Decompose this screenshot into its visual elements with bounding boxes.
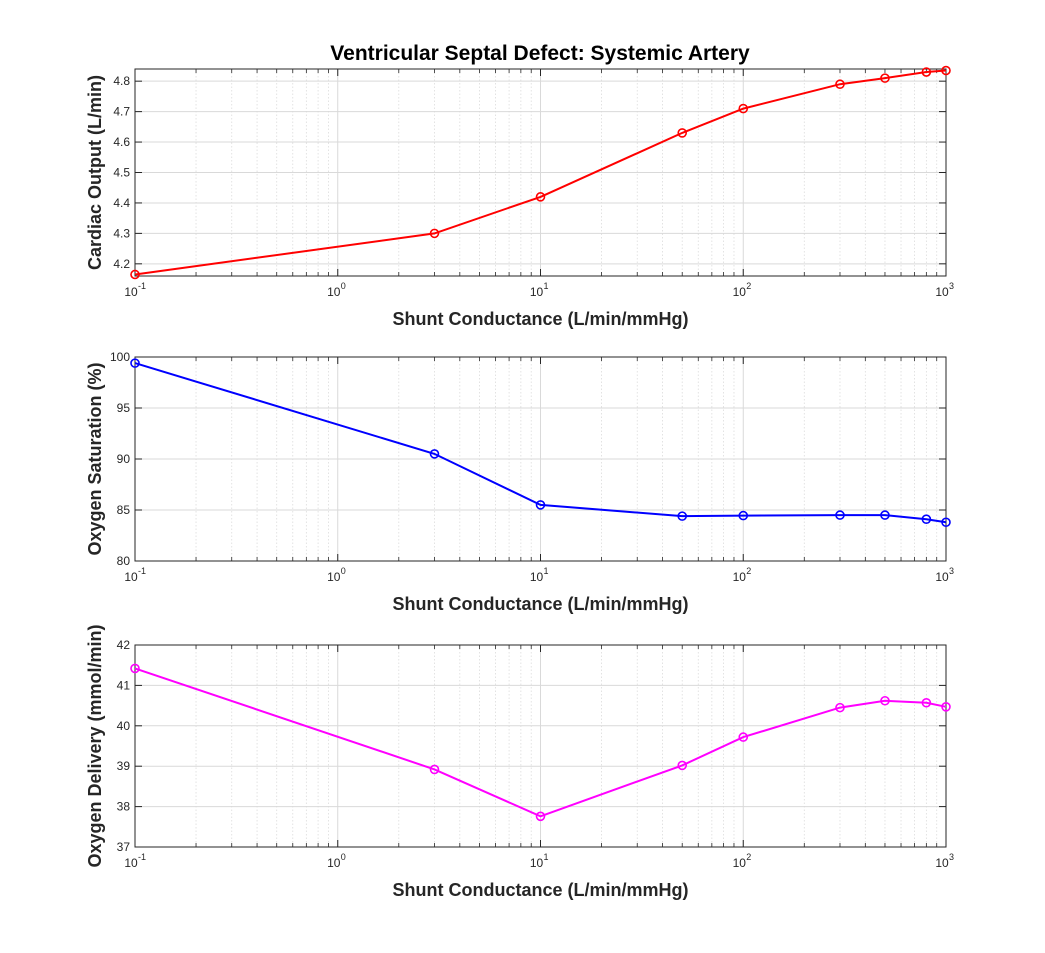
- y-tick-label: 4.2: [113, 257, 130, 271]
- x-tick-label: 10: [733, 570, 747, 584]
- data-point: [921, 697, 932, 708]
- data-point: [677, 760, 688, 771]
- minor-grid: [195, 69, 938, 276]
- y-tick-label: 40: [117, 719, 131, 733]
- series-line: [134, 69, 947, 276]
- data-point: [835, 510, 845, 520]
- x-tick-exponent: 2: [746, 281, 751, 291]
- figure-title: Ventricular Septal Defect: Systemic Arte…: [330, 42, 750, 65]
- y-axis-label: Oxygen Delivery (mmol/min): [85, 624, 105, 867]
- x-tick-exponent: 3: [949, 852, 954, 862]
- x-tick-label: 10: [124, 285, 138, 299]
- x-tick-exponent: 3: [949, 281, 954, 291]
- minor-grid: [195, 645, 938, 847]
- x-tick-label: 10: [935, 570, 949, 584]
- series-line: [134, 667, 947, 818]
- x-tick-exponent: -1: [138, 852, 146, 862]
- y-axis-label: Cardiac Output (L/min): [85, 75, 105, 270]
- data-point: [880, 695, 890, 706]
- data-point: [535, 811, 546, 822]
- y-tick-label: 4.4: [113, 196, 130, 210]
- panel-cardiac-output: 4.24.34.44.54.64.74.810 -1 10 0 10 1 10 2 10 3Shu…: [85, 65, 954, 329]
- x-tick-label: 10: [327, 570, 341, 584]
- data-point: [535, 192, 546, 202]
- x-tick-exponent: 3: [949, 566, 954, 576]
- x-axis: 10 -1 10 0 10 1 10 2 10 3: [124, 566, 954, 584]
- y-tick-label: 38: [117, 800, 131, 814]
- x-axis-label: Shunt Conductance (L/min/mmHg): [393, 880, 689, 900]
- x-tick-label: 10: [530, 570, 544, 584]
- data-point: [921, 67, 932, 77]
- x-tick-exponent: 0: [341, 852, 346, 862]
- data-point: [921, 514, 932, 524]
- series-line: [134, 362, 947, 524]
- data-point: [941, 702, 951, 712]
- x-tick-label: 10: [935, 856, 949, 870]
- y-tick-label: 4.3: [113, 226, 130, 240]
- data-point: [677, 511, 688, 521]
- y-axis: 4.2 4.3 4.4 4.5 4.6 4.7 4.8: [113, 74, 946, 271]
- data-point: [130, 269, 140, 280]
- x-tick-exponent: 2: [746, 566, 751, 576]
- y-tick-label: 4.6: [113, 135, 130, 149]
- data-point: [738, 103, 749, 114]
- x-tick-label: 10: [124, 856, 138, 870]
- axes-box: [134, 644, 947, 848]
- axes-box: [134, 356, 947, 562]
- data-point: [130, 663, 140, 674]
- data-point: [941, 65, 951, 76]
- x-tick-label: 10: [935, 285, 949, 299]
- data-point: [738, 510, 749, 521]
- x-tick-exponent: 1: [544, 281, 549, 291]
- data-point: [941, 517, 951, 528]
- x-tick-label: 10: [124, 570, 138, 584]
- data-point: [429, 764, 440, 775]
- data-point: [429, 449, 440, 459]
- y-tick-label: 90: [117, 452, 131, 466]
- x-tick-exponent: 0: [341, 566, 346, 576]
- data-point: [130, 358, 140, 368]
- y-tick-label: 95: [117, 401, 131, 415]
- x-tick-exponent: -1: [138, 281, 146, 291]
- x-axis: 10 -1 10 0 10 1 10 2 10 3: [124, 852, 954, 870]
- x-tick-exponent: 0: [341, 281, 346, 291]
- data-point: [677, 128, 688, 138]
- x-tick-label: 10: [327, 856, 341, 870]
- y-tick-label: 37: [117, 840, 131, 854]
- y-axis-label: Oxygen Saturation (%): [85, 362, 105, 555]
- data-point: [535, 500, 546, 510]
- y-tick-label: 39: [117, 759, 131, 773]
- x-tick-label: 10: [733, 285, 747, 299]
- x-axis: 10 -1 10 0 10 1 10 2 10 3: [124, 281, 954, 299]
- x-tick-label: 10: [733, 856, 747, 870]
- x-tick-label: 10: [530, 856, 544, 870]
- y-tick-label: 100: [110, 350, 130, 364]
- y-tick-label: 80: [117, 554, 131, 568]
- data-point: [880, 510, 890, 520]
- axes-box: [134, 68, 947, 277]
- y-tick-label: 4.8: [113, 74, 130, 88]
- x-axis-label: Shunt Conductance (L/min/mmHg): [393, 309, 689, 329]
- y-tick-label: 42: [117, 638, 131, 652]
- y-tick-label: 4.7: [113, 105, 130, 119]
- data-point: [880, 73, 890, 83]
- data-point: [835, 79, 845, 90]
- x-tick-exponent: 1: [544, 566, 549, 576]
- x-tick-exponent: 1: [544, 852, 549, 862]
- y-tick-label: 4.5: [113, 166, 130, 180]
- x-tick-exponent: -1: [138, 566, 146, 576]
- y-tick-label: 85: [117, 503, 131, 517]
- x-tick-label: 10: [530, 285, 544, 299]
- data-point: [738, 732, 749, 742]
- data-point: [429, 228, 440, 239]
- x-tick-label: 10: [327, 285, 341, 299]
- panels: 4.24.34.44.54.64.74.810 -1 10 0 10 1 10 2 10 3Shu…: [85, 65, 954, 900]
- data-point: [835, 702, 845, 713]
- y-tick-label: 41: [117, 678, 131, 692]
- x-axis-label: Shunt Conductance (L/min/mmHg): [393, 594, 689, 614]
- x-tick-exponent: 2: [746, 852, 751, 862]
